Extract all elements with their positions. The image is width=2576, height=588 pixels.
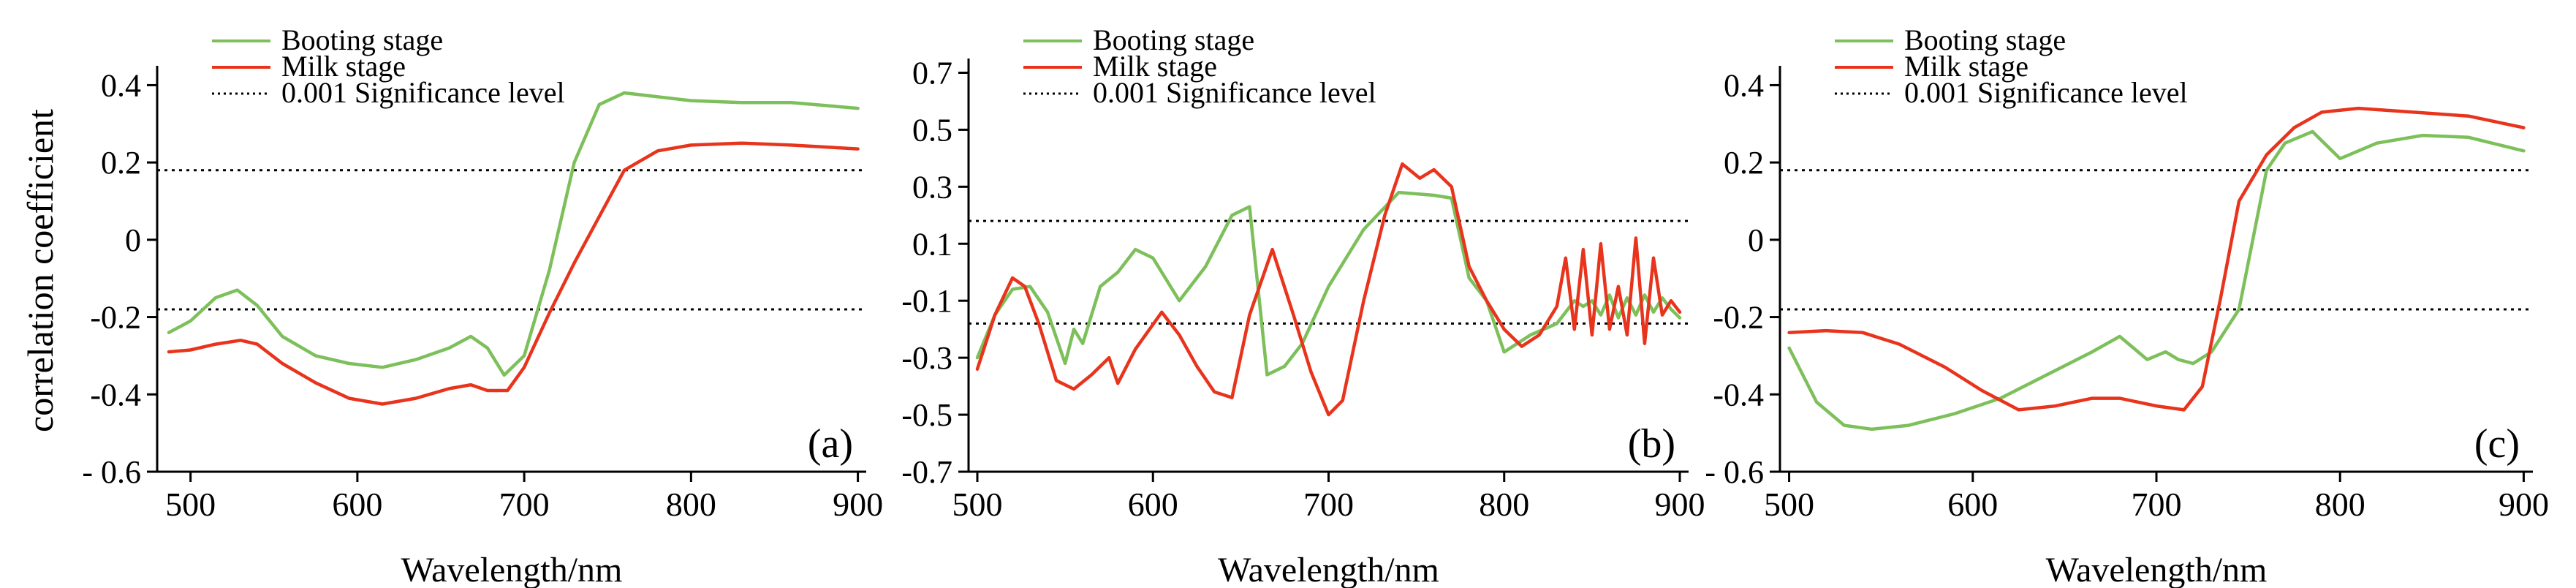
x-tick-label: 500 <box>1764 486 1814 523</box>
series-line-milk <box>975 162 1682 417</box>
x-tick-label: 800 <box>1479 486 1529 523</box>
y-tick-label: -0.1 <box>901 283 952 319</box>
x-tick-label: 700 <box>2132 486 2182 523</box>
panel-label: (a) <box>808 421 853 467</box>
series-line-booting <box>1787 129 2526 431</box>
series-line-booting <box>975 190 1682 377</box>
y-tick-label: 0.3 <box>912 169 952 205</box>
x-tick-label: 600 <box>1128 486 1178 523</box>
y-tick-label: - 0.6 <box>1705 454 1764 490</box>
x-axis-label: Wavelength/nm <box>401 551 623 588</box>
y-tick-label: -0.2 <box>90 300 141 336</box>
x-tick-label: 700 <box>499 486 550 523</box>
y-tick-label: 0.4 <box>101 67 141 103</box>
panel-3: - 0.6 -0.4 -0.2 0 0.2 0.4 500 600 700 800 900 Wavel… <box>1705 23 2549 588</box>
series-line-milk <box>167 141 860 406</box>
x-tick-label: 500 <box>165 486 216 523</box>
y-tick-label: -0.4 <box>90 377 141 412</box>
y-tick-label: 0.2 <box>101 145 141 181</box>
x-tick-label: 700 <box>1303 486 1354 523</box>
x-tick-label: 600 <box>332 486 382 523</box>
y-tick-label: 0.4 <box>1724 67 1764 103</box>
y-tick-label: 0.2 <box>1724 145 1764 181</box>
legend-label-milk: Milk stage <box>1093 50 1217 83</box>
y-tick-label: 0 <box>1748 222 1764 258</box>
panel-label: (c) <box>2474 421 2520 467</box>
legend-label-sig: 0.001 Significance level <box>1904 76 2188 109</box>
y-tick-label: 0.7 <box>912 55 952 91</box>
y-tick-label: -0.2 <box>1713 300 1764 336</box>
series-line-milk <box>1787 106 2526 412</box>
y-tick-label: -0.5 <box>901 397 952 433</box>
panel-label: (b) <box>1628 421 1675 467</box>
legend-label-sig: 0.001 Significance level <box>1093 76 1376 109</box>
x-tick-label: 900 <box>2499 486 2549 523</box>
y-tick-label: 0.5 <box>912 112 952 148</box>
x-tick-label: 900 <box>833 486 883 523</box>
panel-1: - 0.6 -0.4 -0.2 0 0.2 0.4 500 600 700 800 900 Wavel… <box>82 23 883 588</box>
legend-label-milk: Milk stage <box>1904 50 2028 83</box>
y-tick-label: - 0.6 <box>82 454 141 490</box>
series-line-booting <box>167 91 860 377</box>
legend-label-sig: 0.001 Significance level <box>281 76 565 109</box>
y-axis-title: correlation coefficient <box>20 109 61 432</box>
x-tick-label: 900 <box>1654 486 1705 523</box>
x-axis-label: Wavelength/nm <box>1218 551 1439 588</box>
y-tick-label: -0.4 <box>1713 377 1764 412</box>
legend-label-booting: Booting stage <box>1093 23 1254 56</box>
y-tick-label: 0 <box>125 222 141 258</box>
y-tick-label: 0.1 <box>912 226 952 262</box>
legend-label-booting: Booting stage <box>1904 23 2066 56</box>
legend-label-booting: Booting stage <box>281 23 443 56</box>
y-tick-label: -0.3 <box>901 340 952 376</box>
x-tick-label: 800 <box>2315 486 2365 523</box>
y-tick-label: -0.7 <box>901 454 952 490</box>
x-tick-label: 500 <box>952 486 1003 523</box>
legend-label-milk: Milk stage <box>281 50 406 83</box>
x-axis-label: Wavelength/nm <box>2046 551 2268 588</box>
x-tick-label: 600 <box>1947 486 1998 523</box>
x-tick-label: 800 <box>666 486 716 523</box>
panel-2: -0.7 -0.5 -0.3 -0.1 0.1 0.3 0.5 0.7 500 600 700 800… <box>901 23 1705 588</box>
